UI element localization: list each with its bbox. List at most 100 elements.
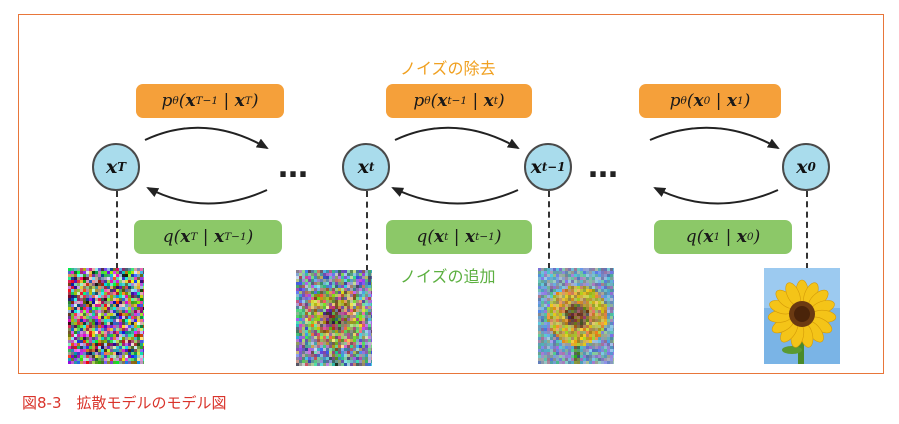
noise-cell <box>311 309 314 312</box>
noise-cell <box>116 328 119 331</box>
noise-cell <box>338 297 341 300</box>
noise-cell <box>125 322 128 325</box>
noise-cell <box>356 327 359 330</box>
noise-cell <box>604 343 607 346</box>
noise-cell <box>577 322 580 325</box>
noise-cell <box>128 361 131 364</box>
noise-cell <box>586 301 589 304</box>
noise-cell <box>320 336 323 339</box>
noise-cell <box>125 277 128 280</box>
noise-cell <box>338 288 341 291</box>
noise-cell <box>610 361 613 364</box>
noise-cell <box>595 352 598 355</box>
noise-cell <box>80 340 83 343</box>
noise-cell <box>559 292 562 295</box>
noise-cell <box>68 337 71 340</box>
noise-cell <box>607 319 610 322</box>
noise-cell <box>362 339 365 342</box>
noise-cell <box>589 271 592 274</box>
noise-cell <box>131 340 134 343</box>
noise-cell <box>562 271 565 274</box>
noise-cell <box>335 306 338 309</box>
noise-cell <box>317 285 320 288</box>
noise-cell <box>68 313 71 316</box>
noise-cell <box>601 283 604 286</box>
noise-cell <box>302 318 305 321</box>
noise-cell <box>338 315 341 318</box>
noise-cell <box>565 316 568 319</box>
noise-cell <box>589 334 592 337</box>
noise-cell <box>92 313 95 316</box>
noise-cell <box>613 346 614 349</box>
noise-cell <box>89 304 92 307</box>
noise-cell <box>83 340 86 343</box>
noise-cell <box>86 337 89 340</box>
noise-cell <box>68 316 71 319</box>
noise-cell <box>562 277 565 280</box>
noise-cell <box>320 327 323 330</box>
noise-cell <box>320 315 323 318</box>
noise-cell <box>589 325 592 328</box>
noise-cell <box>338 339 341 342</box>
noise-cell <box>562 334 565 337</box>
noise-cell <box>589 316 592 319</box>
noise-cell <box>553 331 556 334</box>
noise-cell <box>574 349 577 352</box>
noise-cell <box>574 313 577 316</box>
noise-cell <box>134 358 137 361</box>
noise-cell <box>568 340 571 343</box>
noise-cell <box>68 355 71 358</box>
noise-cell <box>323 288 326 291</box>
noise-cell <box>538 334 541 337</box>
noise-cell <box>553 280 556 283</box>
noise-cell <box>359 360 362 363</box>
noise-cell <box>589 298 592 301</box>
noise-cell <box>83 286 86 289</box>
noise-cell <box>538 355 541 358</box>
noise-cell <box>77 316 80 319</box>
noise-cell <box>83 304 86 307</box>
noise-cell <box>565 286 568 289</box>
noise-cell <box>601 286 604 289</box>
noise-cell <box>565 334 568 337</box>
noise-cell <box>589 343 592 346</box>
noise-cell <box>83 316 86 319</box>
noise-cell <box>613 271 614 274</box>
noise-cell <box>610 328 613 331</box>
noise-cell <box>568 361 571 364</box>
noise-cell <box>320 279 323 282</box>
noise-cell <box>353 324 356 327</box>
noise-cell <box>317 339 320 342</box>
noise-cell <box>317 273 320 276</box>
noise-cell <box>71 319 74 322</box>
noise-cell <box>92 358 95 361</box>
noise-cell <box>583 298 586 301</box>
noise-cell <box>314 351 317 354</box>
noise-cell <box>305 291 308 294</box>
noise-cell <box>580 331 583 334</box>
dashed-connector-1 <box>116 191 118 269</box>
noise-cell <box>574 304 577 307</box>
noise-cell <box>359 291 362 294</box>
noise-cell <box>362 360 365 363</box>
noise-cell <box>592 298 595 301</box>
noise-cell <box>335 327 338 330</box>
noise-cell <box>134 355 137 358</box>
noise-cell <box>314 282 317 285</box>
figure-caption: 図8-3 拡散モデルのモデル図 <box>22 394 227 412</box>
noise-cell <box>305 309 308 312</box>
noise-cell <box>547 301 550 304</box>
noise-cell <box>592 292 595 295</box>
noise-cell <box>116 292 119 295</box>
noise-cell <box>583 277 586 280</box>
noise-cell <box>329 351 332 354</box>
noise-cell <box>92 340 95 343</box>
noise-cell <box>553 337 556 340</box>
noise-cell <box>104 325 107 328</box>
noise-cell <box>589 313 592 316</box>
noise-cell <box>556 322 559 325</box>
noise-cell <box>110 307 113 310</box>
noise-cell <box>604 319 607 322</box>
noise-cell <box>143 358 144 361</box>
noise-cell <box>314 330 317 333</box>
